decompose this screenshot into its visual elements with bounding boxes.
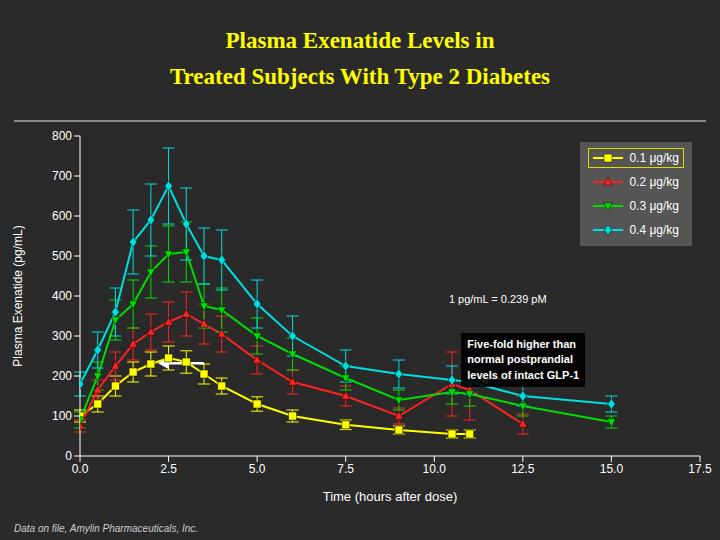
svg-text:400: 400 <box>52 289 72 303</box>
svg-text:700: 700 <box>52 169 72 183</box>
svg-text:2.5: 2.5 <box>160 462 177 476</box>
svg-text:10.0: 10.0 <box>423 462 447 476</box>
svg-text:Plasma Exenatide (pg/mL): Plasma Exenatide (pg/mL) <box>11 225 25 366</box>
svg-text:12.5: 12.5 <box>511 462 535 476</box>
svg-text:0: 0 <box>65 449 72 463</box>
html-text:1 pg/mL = 0.239 pM: 1 pg/mL = 0.239 pM <box>448 292 547 305</box>
svg-text:500: 500 <box>52 249 72 263</box>
html-text:0.3 μg/kg: 0.3 μg/kg <box>629 199 679 213</box>
svg-text:300: 300 <box>52 329 72 343</box>
html-text:0.1 μg/kg: 0.1 μg/kg <box>629 151 679 165</box>
html-text:Treated Subjects With Type 2 D: Treated Subjects With Type 2 Diabetes <box>169 64 551 89</box>
html-text:Data on file, Amylin Pharmaceu: Data on file, Amylin Pharmaceuticals, In… <box>14 523 199 534</box>
html-text:0.2 μg/kg: 0.2 μg/kg <box>629 175 679 189</box>
svg-text:15.0: 15.0 <box>600 462 624 476</box>
svg-text:100: 100 <box>52 409 72 423</box>
svg-text:7.5: 7.5 <box>337 462 354 476</box>
html-text:Plasma Exenatide Levels in: Plasma Exenatide Levels in <box>225 28 495 53</box>
html-text:0.4 μg/kg: 0.4 μg/kg <box>629 223 679 237</box>
svg-text:5.0: 5.0 <box>249 462 266 476</box>
svg-text:0.0: 0.0 <box>72 462 89 476</box>
svg-text:800: 800 <box>52 129 72 143</box>
html-text:Five-fold higher than normal p: Five-fold higher than normal postprandia… <box>467 337 580 381</box>
svg-text:200: 200 <box>52 369 72 383</box>
svg-text:600: 600 <box>52 209 72 223</box>
svg-text:17.5: 17.5 <box>688 462 712 476</box>
svg-text:Time (hours after dose): Time (hours after dose) <box>323 489 458 504</box>
